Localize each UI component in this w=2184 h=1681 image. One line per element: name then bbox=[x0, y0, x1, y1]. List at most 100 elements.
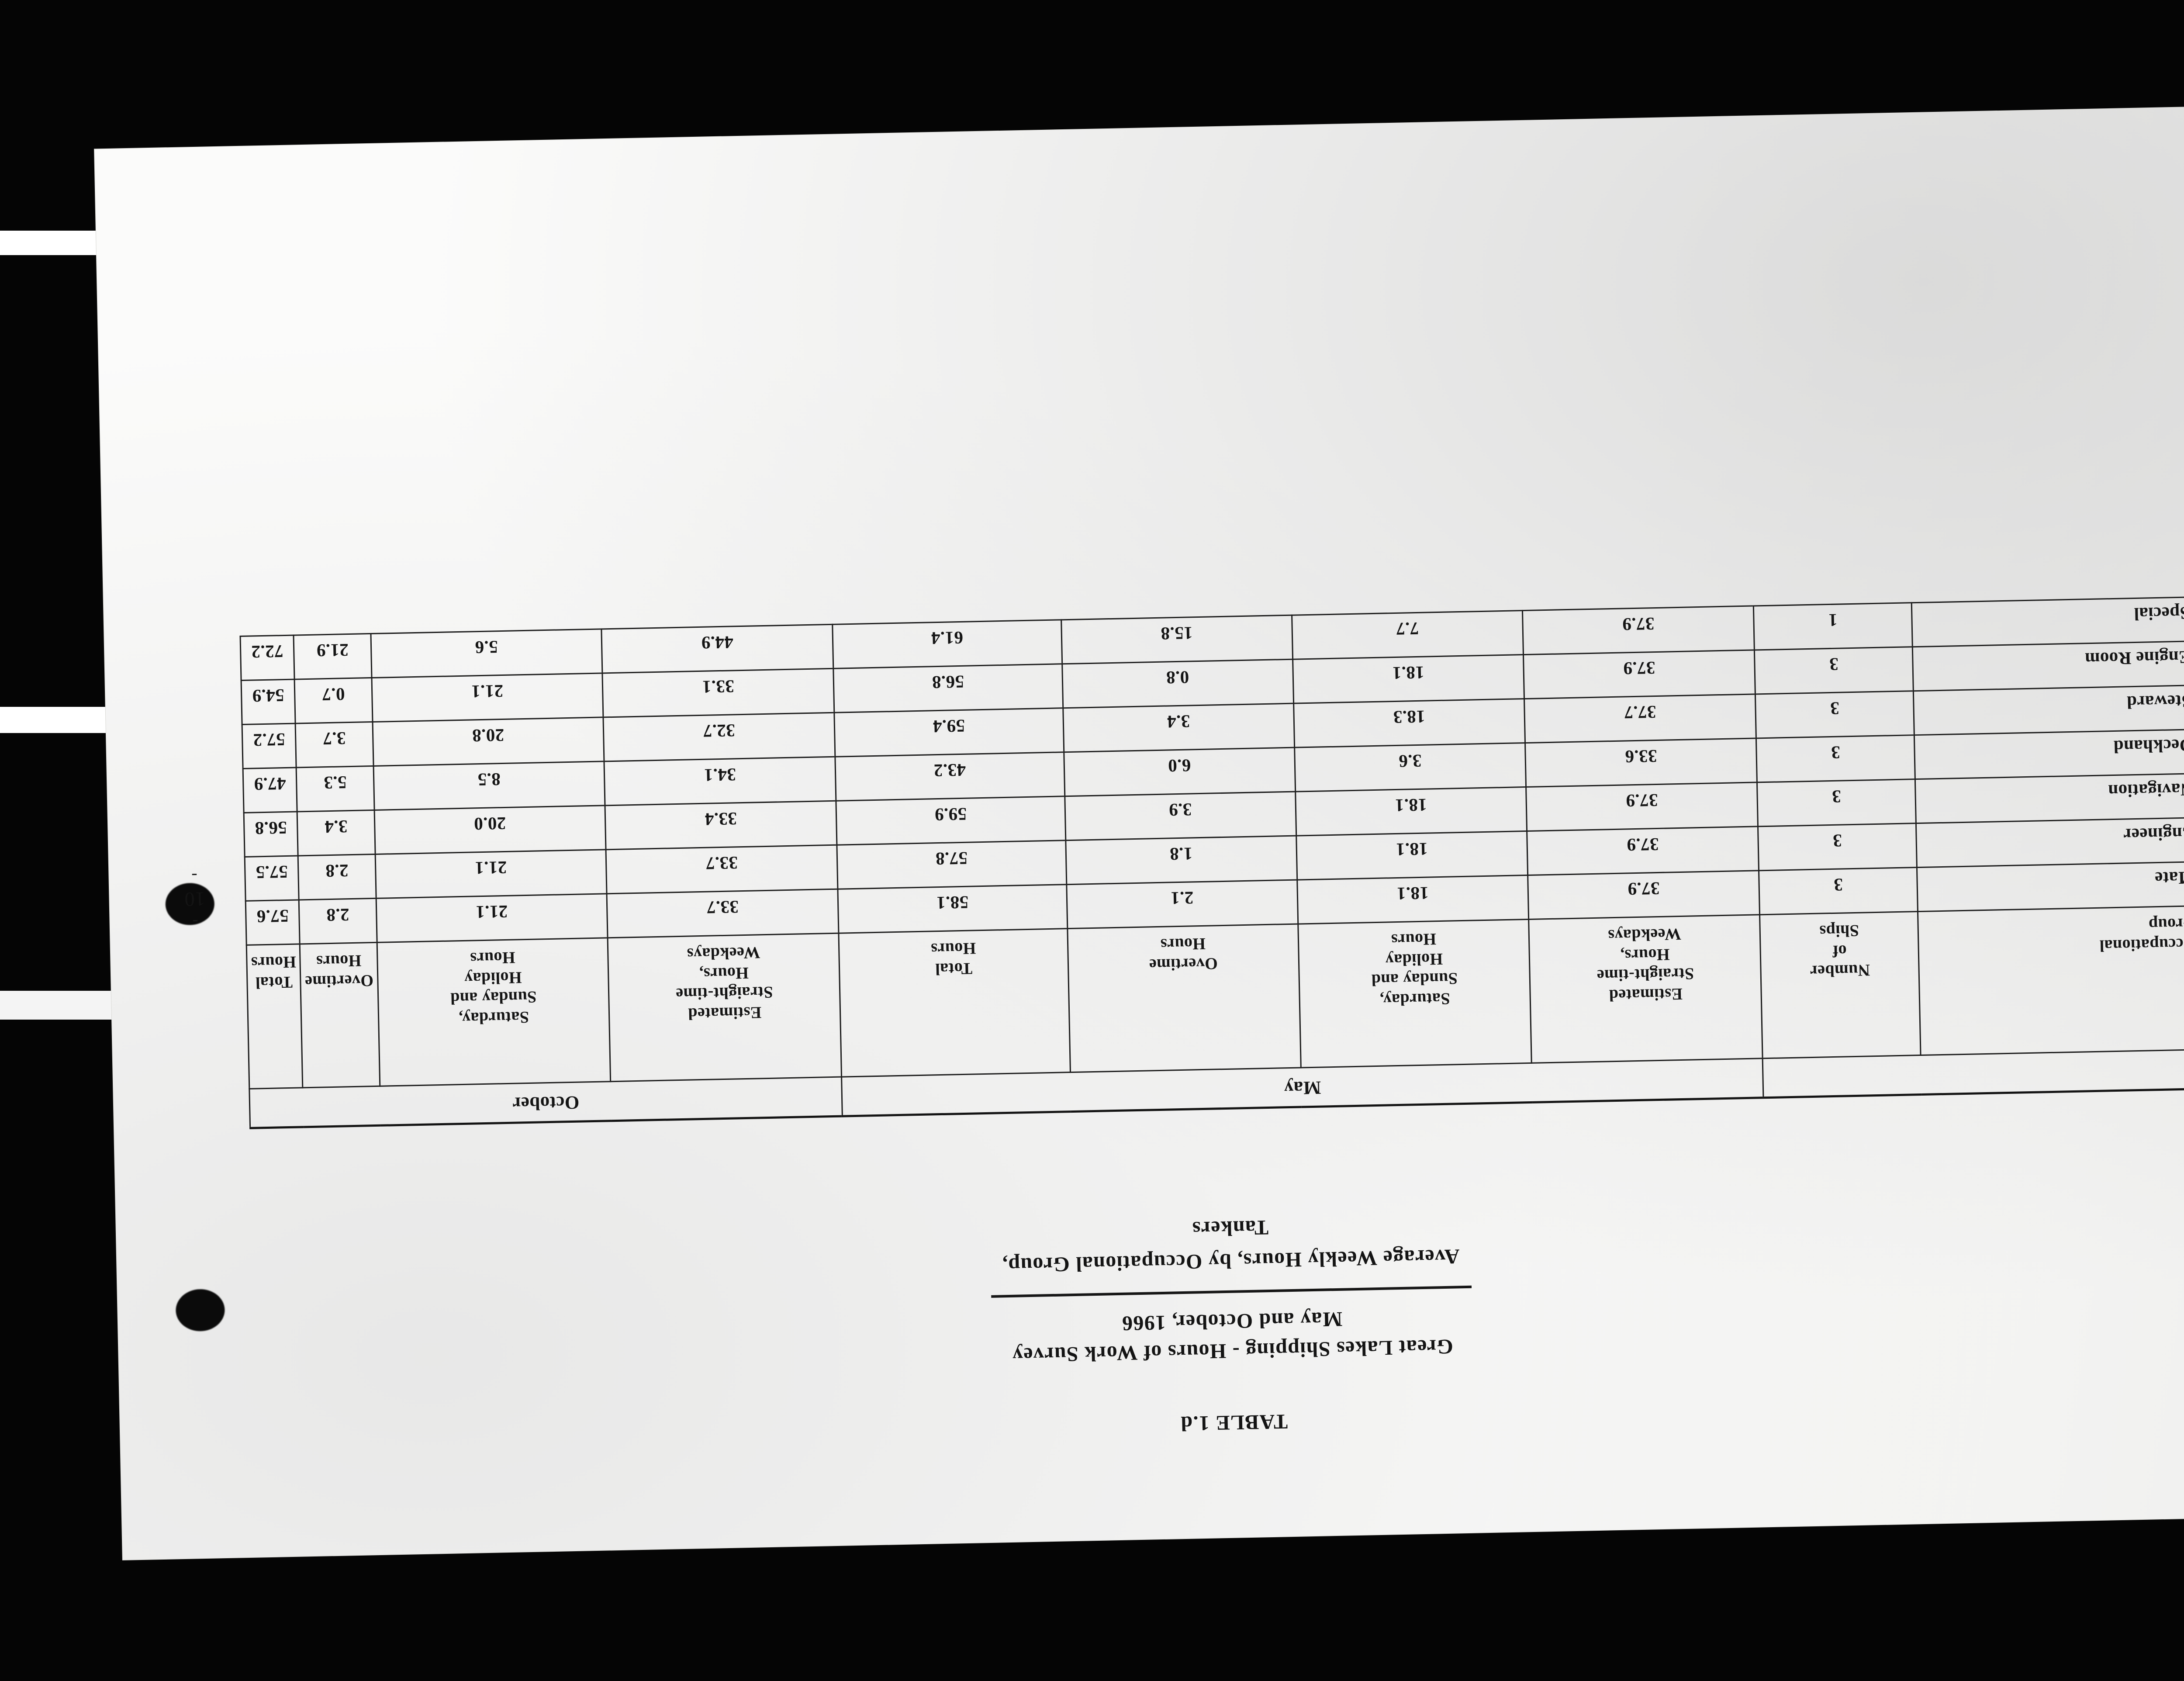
cell-october-straight-time: 33.7 bbox=[606, 844, 838, 894]
table-number: TABLE 1.d bbox=[1180, 1410, 1288, 1435]
page-number-prefix: - bbox=[192, 913, 199, 933]
page-content: - 10 - TABLE 1.d Great Lakes Shipping - … bbox=[94, 104, 2184, 1560]
column-header-occupational-group: Occupational Group bbox=[1918, 905, 2184, 1055]
oct-tot-line-2: Hours bbox=[251, 952, 297, 972]
cell-october-sat-sun-holiday: 21.1 bbox=[376, 893, 608, 942]
oct-ot-line-1: Overtime bbox=[304, 971, 374, 991]
cell-may-sat-sun-holiday: 18.1 bbox=[1297, 875, 1529, 924]
page-number-suffix: - bbox=[190, 866, 198, 886]
row-label-mate: Mate bbox=[1917, 861, 2184, 912]
cell-october-total: 72.2 bbox=[240, 635, 295, 681]
cell-october-overtime: 2.8 bbox=[298, 854, 376, 900]
number-of-ships-line-3: Ships bbox=[1819, 921, 1859, 941]
column-header-may-straight-time: Estimated Straight-time Hours, Weekdays bbox=[1528, 914, 1763, 1063]
cell-may-sat-sun-holiday: 7.7 bbox=[1292, 610, 1524, 659]
cell-october-total: 57.5 bbox=[245, 855, 299, 901]
cell-october-sat-sun-holiday: 20.0 bbox=[374, 805, 606, 854]
cell-may-sat-sun-holiday: 18.1 bbox=[1292, 654, 1524, 703]
cell-october-total: 47.9 bbox=[243, 767, 297, 813]
cell-may-straight-time: 37.7 bbox=[1524, 694, 1756, 743]
cell-october-overtime: 2.8 bbox=[299, 898, 377, 944]
page-number-block: - 10 - bbox=[161, 866, 228, 933]
cell-ships: 1 bbox=[1753, 602, 1913, 650]
column-header-october-overtime: Overtime Hours bbox=[300, 942, 380, 1088]
period-spacer-group bbox=[1921, 1049, 2184, 1095]
period-spacer-ships bbox=[1762, 1055, 1922, 1098]
cell-may-overtime: 6.0 bbox=[1064, 747, 1296, 796]
cell-may-overtime: 15.8 bbox=[1061, 615, 1293, 664]
average-weekly-hours-table: May October Occupational Group Number of bbox=[240, 596, 2184, 1129]
column-header-may-total: Total Hours bbox=[839, 928, 1071, 1077]
cell-may-total: 59.4 bbox=[834, 708, 1064, 757]
oct-tot-line-1: Total bbox=[255, 972, 293, 992]
cell-october-overtime: 21.9 bbox=[294, 633, 372, 679]
cell-october-straight-time: 34.1 bbox=[604, 756, 836, 806]
cell-may-overtime: 2.1 bbox=[1066, 879, 1298, 929]
cell-may-straight-time: 37.9 bbox=[1526, 782, 1758, 831]
cell-october-straight-time: 32.7 bbox=[603, 712, 835, 761]
cell-october-sat-sun-holiday: 21.1 bbox=[375, 849, 607, 898]
column-header-october-total: Total Hours bbox=[246, 944, 303, 1089]
cell-may-overtime: 3.4 bbox=[1063, 703, 1295, 752]
cell-may-sat-sun-holiday: 18.3 bbox=[1293, 699, 1525, 747]
cell-may-straight-time: 37.9 bbox=[1527, 870, 1760, 920]
cell-may-total: 61.4 bbox=[832, 619, 1062, 668]
column-header-number-of-ships: Number of Ships bbox=[1759, 911, 1921, 1058]
cell-ships: 3 bbox=[1756, 735, 1915, 782]
column-header-may-overtime: Overtime Hours bbox=[1067, 924, 1301, 1072]
cell-october-overtime: 3.4 bbox=[297, 809, 375, 856]
cell-october-overtime: 5.3 bbox=[296, 766, 374, 812]
cell-ships: 3 bbox=[1758, 823, 1917, 871]
cell-may-overtime: 3.9 bbox=[1064, 791, 1296, 840]
document-page: - 10 - TABLE 1.d Great Lakes Shipping - … bbox=[94, 104, 2184, 1560]
table-body: Mate 3 37.9 18.1 2.1 58.1 33.7 21.1 2.8 … bbox=[240, 597, 2184, 945]
row-label-deckhand: Deckhand bbox=[1914, 729, 2184, 779]
row-label-navigation: Navigation bbox=[1915, 773, 2184, 823]
title-block: TABLE 1.d Great Lakes Shipping - Hours o… bbox=[116, 1191, 2184, 1460]
cell-october-sat-sun-holiday: 8.5 bbox=[373, 761, 605, 810]
row-label-engine-room: Engine Room bbox=[1912, 640, 2184, 691]
number-of-ships-line-1: Number bbox=[1810, 961, 1870, 981]
cell-october-sat-sun-holiday: 5.6 bbox=[370, 629, 602, 678]
cell-may-total: 56.8 bbox=[833, 664, 1063, 713]
cell-october-straight-time: 33.7 bbox=[607, 889, 839, 938]
cell-may-straight-time: 37.9 bbox=[1527, 826, 1759, 875]
cell-october-straight-time: 33.1 bbox=[602, 668, 834, 717]
cell-october-straight-time: 33.4 bbox=[605, 800, 837, 850]
cell-october-total: 57.6 bbox=[245, 899, 300, 945]
cell-october-total: 54.9 bbox=[241, 679, 296, 725]
page-number: 10 bbox=[184, 888, 206, 911]
data-table-container: May October Occupational Group Number of bbox=[240, 596, 2184, 1129]
oct-ot-line-2: Hours bbox=[316, 951, 362, 971]
cell-may-total: 59.9 bbox=[836, 796, 1066, 845]
cell-october-overtime: 0.7 bbox=[294, 678, 373, 723]
column-header-may-sat-sun-holiday: Saturday, Sunday and Holiday Hours bbox=[1298, 919, 1532, 1068]
cell-may-straight-time: 37.9 bbox=[1522, 605, 1755, 655]
cell-may-overtime: 1.8 bbox=[1065, 835, 1297, 885]
cell-may-straight-time: 33.6 bbox=[1525, 738, 1757, 787]
column-header-october-sat-sun-holiday: Saturday, Sunday and Holiday Hours bbox=[377, 937, 611, 1086]
cell-october-total: 57.2 bbox=[242, 723, 297, 769]
row-label-special: Special bbox=[1911, 597, 2184, 647]
row-label-engineer: Engineer bbox=[1916, 817, 2184, 868]
cell-may-total: 57.8 bbox=[836, 840, 1067, 889]
cell-ships: 3 bbox=[1757, 779, 1916, 827]
column-header-october-straight-time: Estimated Straight-time Hours, Weekdays bbox=[608, 933, 842, 1082]
cell-ships: 3 bbox=[1755, 691, 1914, 738]
cell-may-total: 58.1 bbox=[837, 884, 1068, 933]
cell-may-sat-sun-holiday: 18.1 bbox=[1295, 787, 1527, 836]
cell-october-sat-sun-holiday: 21.1 bbox=[371, 673, 603, 722]
cell-october-total: 56.8 bbox=[244, 811, 298, 857]
cell-may-sat-sun-holiday: 18.1 bbox=[1296, 831, 1528, 880]
row-label-steward: Steward bbox=[1913, 685, 2184, 735]
cell-october-straight-time: 44.9 bbox=[601, 624, 833, 673]
number-of-ships-line-2: of bbox=[1832, 941, 1847, 960]
cell-may-overtime: 0.8 bbox=[1062, 659, 1294, 708]
cell-may-sat-sun-holiday: 3.6 bbox=[1294, 743, 1526, 792]
cell-may-total: 43.2 bbox=[835, 752, 1065, 801]
cell-ships: 3 bbox=[1759, 867, 1918, 915]
cell-may-straight-time: 37.9 bbox=[1523, 650, 1755, 699]
horizontal-rule bbox=[991, 1285, 1472, 1298]
cell-october-sat-sun-holiday: 20.8 bbox=[372, 717, 604, 766]
